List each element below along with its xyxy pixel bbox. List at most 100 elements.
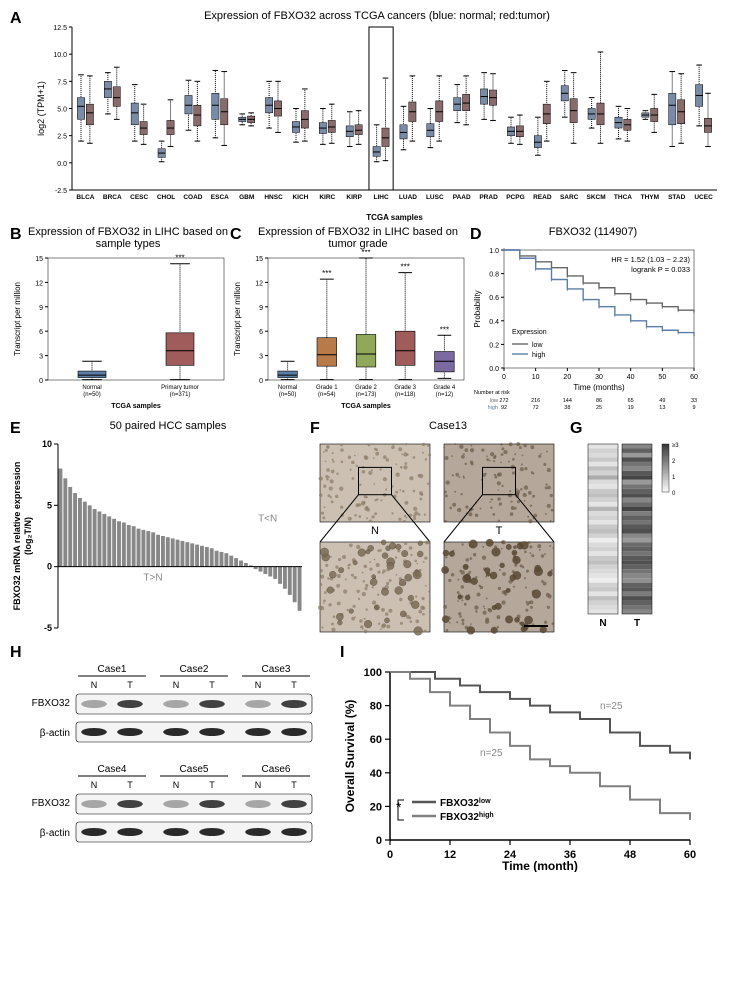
svg-text:Grade 1: Grade 1 [316,385,338,391]
svg-text:Number at risk: Number at risk [474,390,510,396]
svg-text:33: 33 [691,398,697,404]
svg-text:BRCA: BRCA [103,194,122,201]
svg-text:Case2: Case2 [180,664,209,675]
svg-text:60: 60 [370,734,382,746]
panel-h-blots: Case1NTCase2NTCase3NTFBXO32β-actinCase4N… [10,662,340,872]
svg-text:≥3: ≥3 [672,443,679,449]
svg-text:FBXO32 mRNA relative expressio: FBXO32 mRNA relative expression [12,462,22,611]
svg-text:log2 (TPM+1): log2 (TPM+1) [36,81,46,136]
svg-text:Transcript per million: Transcript per million [233,282,242,356]
svg-text:15: 15 [255,256,263,263]
panel-i-label: I [340,644,700,662]
svg-text:*: * [396,799,402,815]
svg-text:0.8: 0.8 [489,272,499,279]
svg-text:GBM: GBM [239,194,254,201]
svg-text:N: N [255,780,262,790]
svg-text:Grade 2: Grade 2 [355,385,377,391]
svg-text:6: 6 [259,329,263,336]
svg-text:THYM: THYM [641,194,659,201]
svg-text:2: 2 [672,459,676,465]
svg-text:β-actin: β-actin [40,828,70,839]
panel-d-chart: 0.00.20.40.60.81.00102030405060Probabili… [470,244,700,414]
svg-text:N: N [91,680,98,690]
panel-d-label: D [470,226,486,244]
svg-text:86: 86 [596,398,602,404]
svg-text:CESC: CESC [130,194,148,201]
svg-text:KIRP: KIRP [346,194,362,201]
svg-text:T: T [127,780,133,790]
svg-text:(n=54): (n=54) [318,392,336,398]
svg-text:PCPG: PCPG [506,194,524,201]
svg-text:(n=118): (n=118) [395,392,415,398]
svg-text:PAAD: PAAD [453,194,471,201]
panel-f-images: NT [310,438,570,638]
svg-text:BLCA: BLCA [76,194,94,201]
panel-c-chart: 03691215Transcript per millionTCGA sampl… [230,250,470,410]
svg-text:Time (month): Time (month) [502,859,578,872]
panel-d-title: FBXO32 (114907) [486,226,700,244]
svg-text:5: 5 [47,500,52,510]
svg-text:T: T [291,780,297,790]
svg-text:T>N: T>N [143,573,162,584]
svg-text:5.0: 5.0 [57,107,67,114]
svg-text:20: 20 [563,374,571,381]
svg-text:0.2: 0.2 [489,342,499,349]
svg-text:20: 20 [370,801,382,813]
svg-text:FBXO32high: FBXO32high [440,812,494,824]
svg-text:SARC: SARC [560,194,579,201]
svg-text:FBXO32: FBXO32 [32,698,71,709]
svg-text:72: 72 [533,405,539,411]
panel-c-label: C [230,226,246,250]
panel-b-label: B [10,226,26,250]
svg-text:9: 9 [259,305,263,312]
svg-text:TCGA samples: TCGA samples [341,403,391,410]
panel-e-label: E [10,420,26,438]
svg-text:60: 60 [690,374,698,381]
panel-g-heatmap: NT012≥3 [570,438,710,638]
svg-text:40: 40 [627,374,635,381]
svg-text:***: *** [322,269,331,278]
svg-text:LUSC: LUSC [426,194,444,201]
svg-text:ESCA: ESCA [211,194,229,201]
svg-text:T: T [209,780,215,790]
svg-text:216: 216 [531,398,540,404]
svg-text:N: N [91,780,98,790]
panel-c-title: Expression of FBXO32 in LIHC based on tu… [246,226,470,250]
svg-text:40: 40 [370,768,382,780]
svg-text:STAD: STAD [668,194,686,201]
svg-text:FBXO32: FBXO32 [32,798,71,809]
svg-text:T: T [634,618,640,629]
svg-text:***: *** [361,250,370,257]
svg-text:Case5: Case5 [180,764,209,775]
panel-f-label: F [310,420,326,438]
svg-text:0: 0 [672,491,676,497]
svg-text:N: N [173,780,180,790]
panel-i-chart: 02040608010001224364860Overall Survival … [340,662,700,872]
panel-b-chart: 03691215Transcript per millionTCGA sampl… [10,250,230,410]
svg-text:(n=173): (n=173) [356,392,377,398]
svg-text:(log₂T/N): (log₂T/N) [23,517,33,555]
svg-text:0.0: 0.0 [57,161,67,168]
svg-text:7.5: 7.5 [57,79,67,86]
svg-text:HNSC: HNSC [264,194,283,201]
svg-text:6: 6 [39,329,43,336]
panel-f-title: Case13 [326,420,570,438]
svg-text:10: 10 [42,439,52,449]
svg-text:15: 15 [35,256,43,263]
svg-text:Grade 4: Grade 4 [434,385,456,391]
svg-text:T<N: T<N [258,514,277,525]
svg-text:n=25: n=25 [480,748,503,759]
panel-b-title: Expression of FBXO32 in LIHC based on sa… [26,226,230,250]
svg-text:(n=50): (n=50) [279,392,297,398]
svg-text:Time (months): Time (months) [573,383,625,392]
svg-text:Case6: Case6 [262,764,291,775]
svg-text:Normal: Normal [278,385,297,391]
svg-text:10.0: 10.0 [53,52,67,59]
svg-text:50: 50 [658,374,666,381]
svg-text:0: 0 [376,835,382,847]
svg-text:N: N [173,680,180,690]
svg-text:Probability: Probability [473,290,482,327]
svg-text:(n=12): (n=12) [436,392,454,398]
svg-text:Grade 3: Grade 3 [394,385,416,391]
svg-text:TCGA samples: TCGA samples [366,213,423,222]
